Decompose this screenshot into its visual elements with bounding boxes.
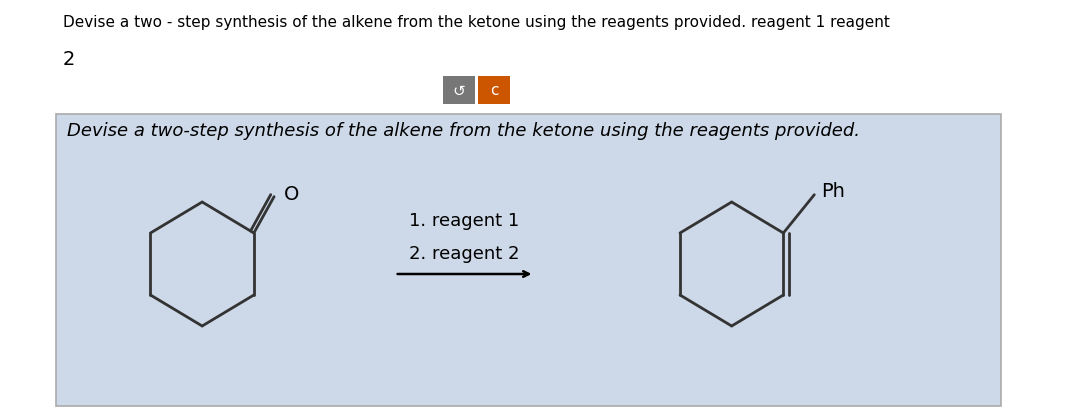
Text: 2. reagent 2: 2. reagent 2 bbox=[409, 245, 519, 262]
Text: 1. reagent 1: 1. reagent 1 bbox=[409, 211, 519, 229]
Text: O: O bbox=[284, 185, 299, 204]
Text: 2: 2 bbox=[63, 50, 75, 69]
Text: Devise a two-step synthesis of the alkene from the ketone using the reagents pro: Devise a two-step synthesis of the alken… bbox=[67, 122, 861, 139]
Text: c: c bbox=[490, 83, 499, 98]
Text: Devise a two - step synthesis of the alkene from the ketone using the reagents p: Devise a two - step synthesis of the alk… bbox=[63, 15, 890, 30]
Bar bbox=[478, 77, 510, 105]
Text: ↺: ↺ bbox=[453, 83, 465, 98]
Text: Ph: Ph bbox=[821, 182, 845, 201]
Bar bbox=[56, 115, 1001, 406]
Bar bbox=[443, 77, 474, 105]
